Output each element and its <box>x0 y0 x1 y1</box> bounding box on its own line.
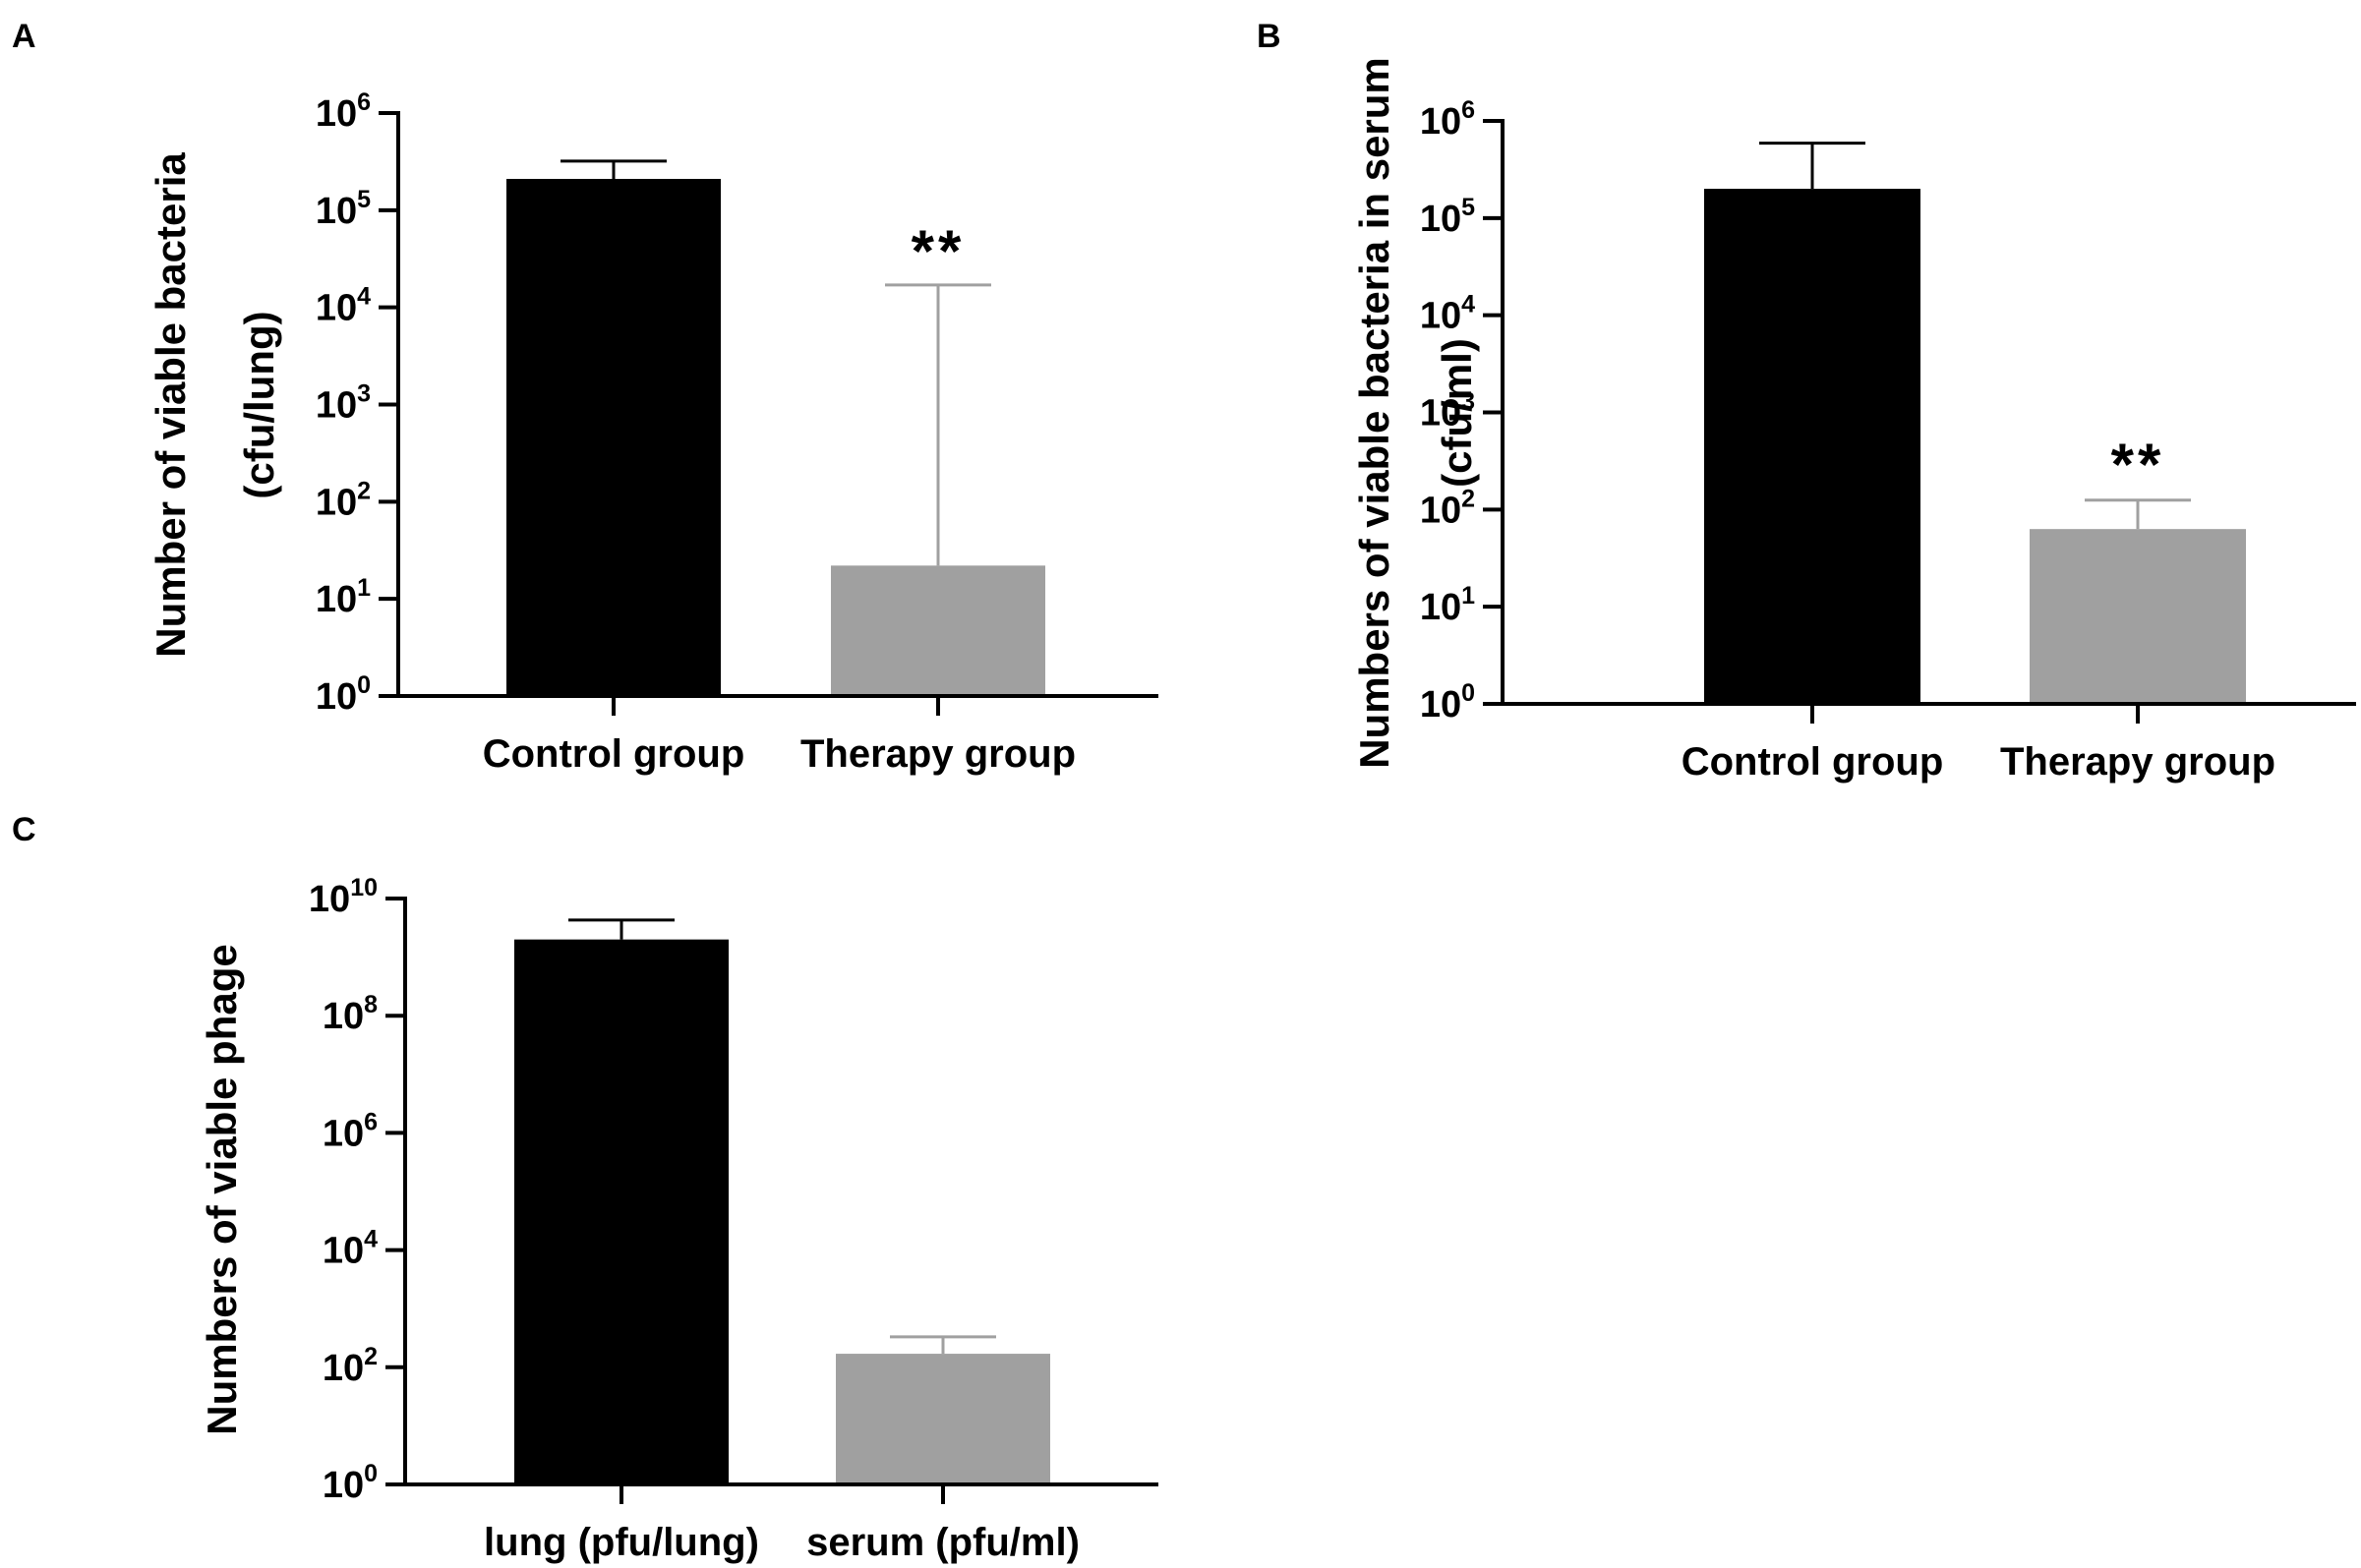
category-label: lung (pfu/lung) <box>484 1521 759 1564</box>
y-tick-label: 104 <box>1420 291 1475 337</box>
y-axis-title: (cfu/lung) <box>236 311 282 498</box>
category-label: serum (pfu/ml) <box>806 1521 1080 1564</box>
bar-second <box>2030 529 2246 704</box>
significance-marker: ** <box>912 218 966 284</box>
y-tick-label: 106 <box>323 1108 378 1154</box>
significance-marker: ** <box>2111 432 2165 497</box>
y-tick-label: 104 <box>323 1226 378 1272</box>
y-tick-label: 100 <box>1420 679 1475 726</box>
y-tick-label: 100 <box>323 1460 378 1506</box>
bar-first <box>506 178 721 697</box>
bar-first <box>1704 189 1920 704</box>
y-tick-label: 103 <box>316 380 371 427</box>
y-tick-label: 101 <box>316 574 371 620</box>
bar-first <box>514 939 729 1484</box>
panel-letter: B <box>1257 18 1281 55</box>
y-tick-label: 103 <box>1420 388 1475 435</box>
y-tick-label: 106 <box>1420 96 1475 143</box>
category-label: Therapy group <box>2000 740 2275 784</box>
y-tick-label: 1010 <box>309 874 378 920</box>
y-tick-label: 100 <box>316 671 371 718</box>
panel-a: A Control group Therapy group ** 100 101 102 10… <box>12 18 1158 776</box>
y-tick-label: 105 <box>1420 194 1475 240</box>
y-axis-title: Numbers of viable bacteria in serum <box>1351 57 1397 769</box>
y-tick-label: 104 <box>316 283 371 329</box>
panel-b: B Control group Therapy group ** 100 101 102 10… <box>1257 18 2356 784</box>
panel-letter: A <box>12 18 36 55</box>
category-label: Control group <box>1682 740 1944 784</box>
y-tick-label: 101 <box>1420 582 1475 628</box>
y-tick-label: 102 <box>1420 485 1475 531</box>
y-axis-title: Number of viable bacteria <box>148 152 194 658</box>
panel-letter: C <box>12 811 36 848</box>
y-axis-title: Numbers of viable phage <box>199 944 245 1434</box>
bar-second <box>836 1354 1050 1484</box>
y-tick-label: 106 <box>316 88 371 135</box>
bar-second <box>831 565 1045 696</box>
y-tick-label: 102 <box>323 1343 378 1389</box>
y-tick-label: 108 <box>323 991 378 1037</box>
category-label: Therapy group <box>800 732 1076 776</box>
y-axis-title: (cfu/ml) <box>1434 338 1480 488</box>
category-label: Control group <box>483 732 745 776</box>
y-tick-label: 105 <box>316 186 371 232</box>
y-tick-label: 102 <box>316 477 371 523</box>
